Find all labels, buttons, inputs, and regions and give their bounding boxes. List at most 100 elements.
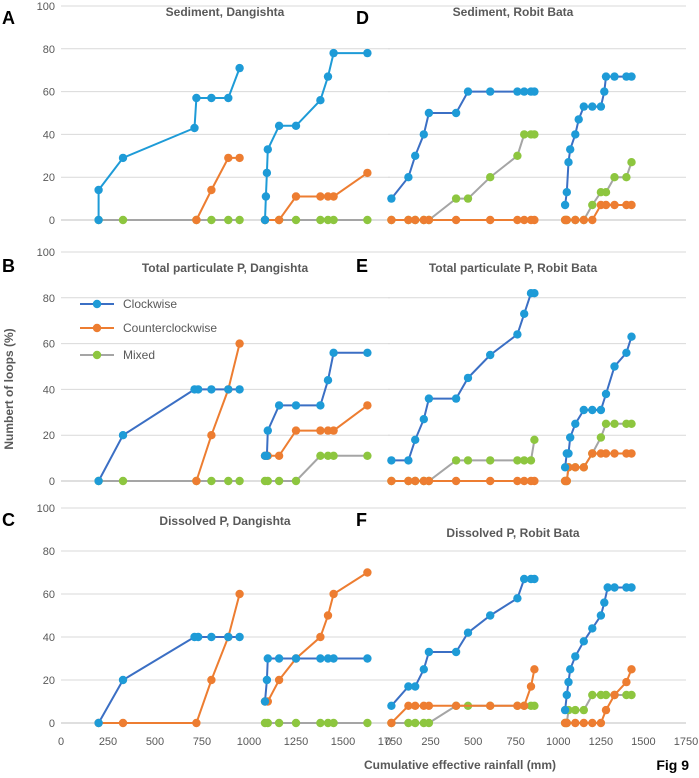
data-point [520, 701, 529, 710]
series-mixed [94, 451, 372, 486]
series-line [97, 67, 241, 220]
data-point [596, 611, 606, 620]
data-point [526, 456, 536, 465]
data-point [387, 194, 396, 203]
data-point [291, 192, 301, 201]
data-point [316, 654, 325, 663]
data-point [424, 108, 434, 118]
data-point [235, 385, 244, 394]
y-tick-label: 0 [49, 215, 55, 227]
y-tick-label: 60 [43, 339, 55, 351]
data-point [562, 188, 571, 197]
data-point [588, 405, 597, 415]
data-point [235, 589, 244, 599]
data-point [235, 63, 244, 73]
data-point [530, 87, 539, 96]
data-point [596, 433, 606, 442]
data-point [601, 705, 611, 715]
data-point [224, 385, 233, 394]
data-point [486, 87, 495, 96]
x-tick-label: 1250 [589, 736, 613, 748]
series-counterclockwise [94, 568, 372, 728]
data-point [627, 583, 636, 592]
data-point [411, 682, 420, 691]
data-point [316, 96, 325, 105]
data-point [118, 153, 128, 163]
x-tick-label: 250 [99, 736, 117, 748]
y-tick-label: 60 [43, 589, 55, 601]
data-point [316, 451, 325, 460]
data-point [588, 102, 597, 111]
data-point [520, 574, 529, 584]
data-point [451, 456, 461, 465]
data-point [486, 350, 495, 360]
data-point [329, 215, 338, 225]
data-point [207, 675, 216, 685]
x-tick-label: 1000 [546, 736, 570, 748]
data-point [411, 435, 420, 444]
data-point [530, 435, 539, 444]
data-point [579, 102, 588, 111]
data-point [291, 718, 301, 728]
data-point [192, 215, 201, 225]
data-point [601, 449, 611, 458]
series-mixed [94, 215, 372, 225]
data-point [486, 215, 495, 225]
data-point [411, 476, 420, 486]
data-point [588, 200, 597, 210]
data-point [207, 385, 216, 394]
data-point [571, 718, 580, 728]
data-point [600, 87, 609, 96]
data-point [564, 449, 573, 458]
data-point [192, 718, 201, 728]
y-tick-label: 0 [49, 476, 55, 488]
data-point [404, 173, 413, 182]
data-point [571, 705, 580, 715]
data-point [404, 215, 413, 225]
series-counterclockwise [387, 449, 636, 486]
x-tick-label: 750 [193, 736, 211, 748]
data-point [387, 701, 396, 710]
series-line [564, 336, 633, 468]
data-point [588, 624, 597, 633]
data-point [263, 145, 272, 154]
data-point [411, 701, 420, 710]
y-tick-label: 100 [37, 247, 55, 259]
x-tick-label: 250 [421, 736, 439, 748]
data-point [316, 718, 325, 728]
y-tick-label: 20 [43, 430, 55, 442]
data-point [363, 451, 372, 460]
data-point [424, 701, 434, 710]
series-line [390, 90, 535, 200]
data-point [94, 185, 103, 195]
legend-item: Mixed [80, 348, 155, 362]
data-point [530, 701, 539, 710]
series-clockwise [94, 348, 372, 486]
y-tick-label: 20 [43, 675, 55, 687]
data-point [274, 718, 284, 728]
data-point [207, 476, 216, 486]
data-point [316, 192, 325, 201]
data-point [235, 215, 244, 225]
y-tick-label: 80 [43, 293, 55, 305]
panel-title: Total particulate P, Dangishta [142, 261, 309, 275]
data-point [387, 215, 396, 225]
data-point [588, 690, 597, 700]
data-point [486, 476, 495, 486]
data-point [627, 72, 636, 81]
data-point [291, 401, 301, 410]
series-counterclockwise [387, 665, 636, 728]
data-point [291, 426, 301, 435]
series-line [264, 52, 368, 221]
y-tick-label: 100 [37, 1, 55, 13]
data-point [274, 215, 284, 225]
data-point [419, 130, 428, 139]
data-point [520, 130, 529, 139]
data-point [329, 426, 338, 435]
data-point [411, 215, 420, 225]
data-point [363, 718, 372, 728]
data-point [329, 48, 338, 58]
data-point [262, 168, 272, 178]
data-point [562, 718, 571, 728]
data-point [404, 476, 413, 486]
